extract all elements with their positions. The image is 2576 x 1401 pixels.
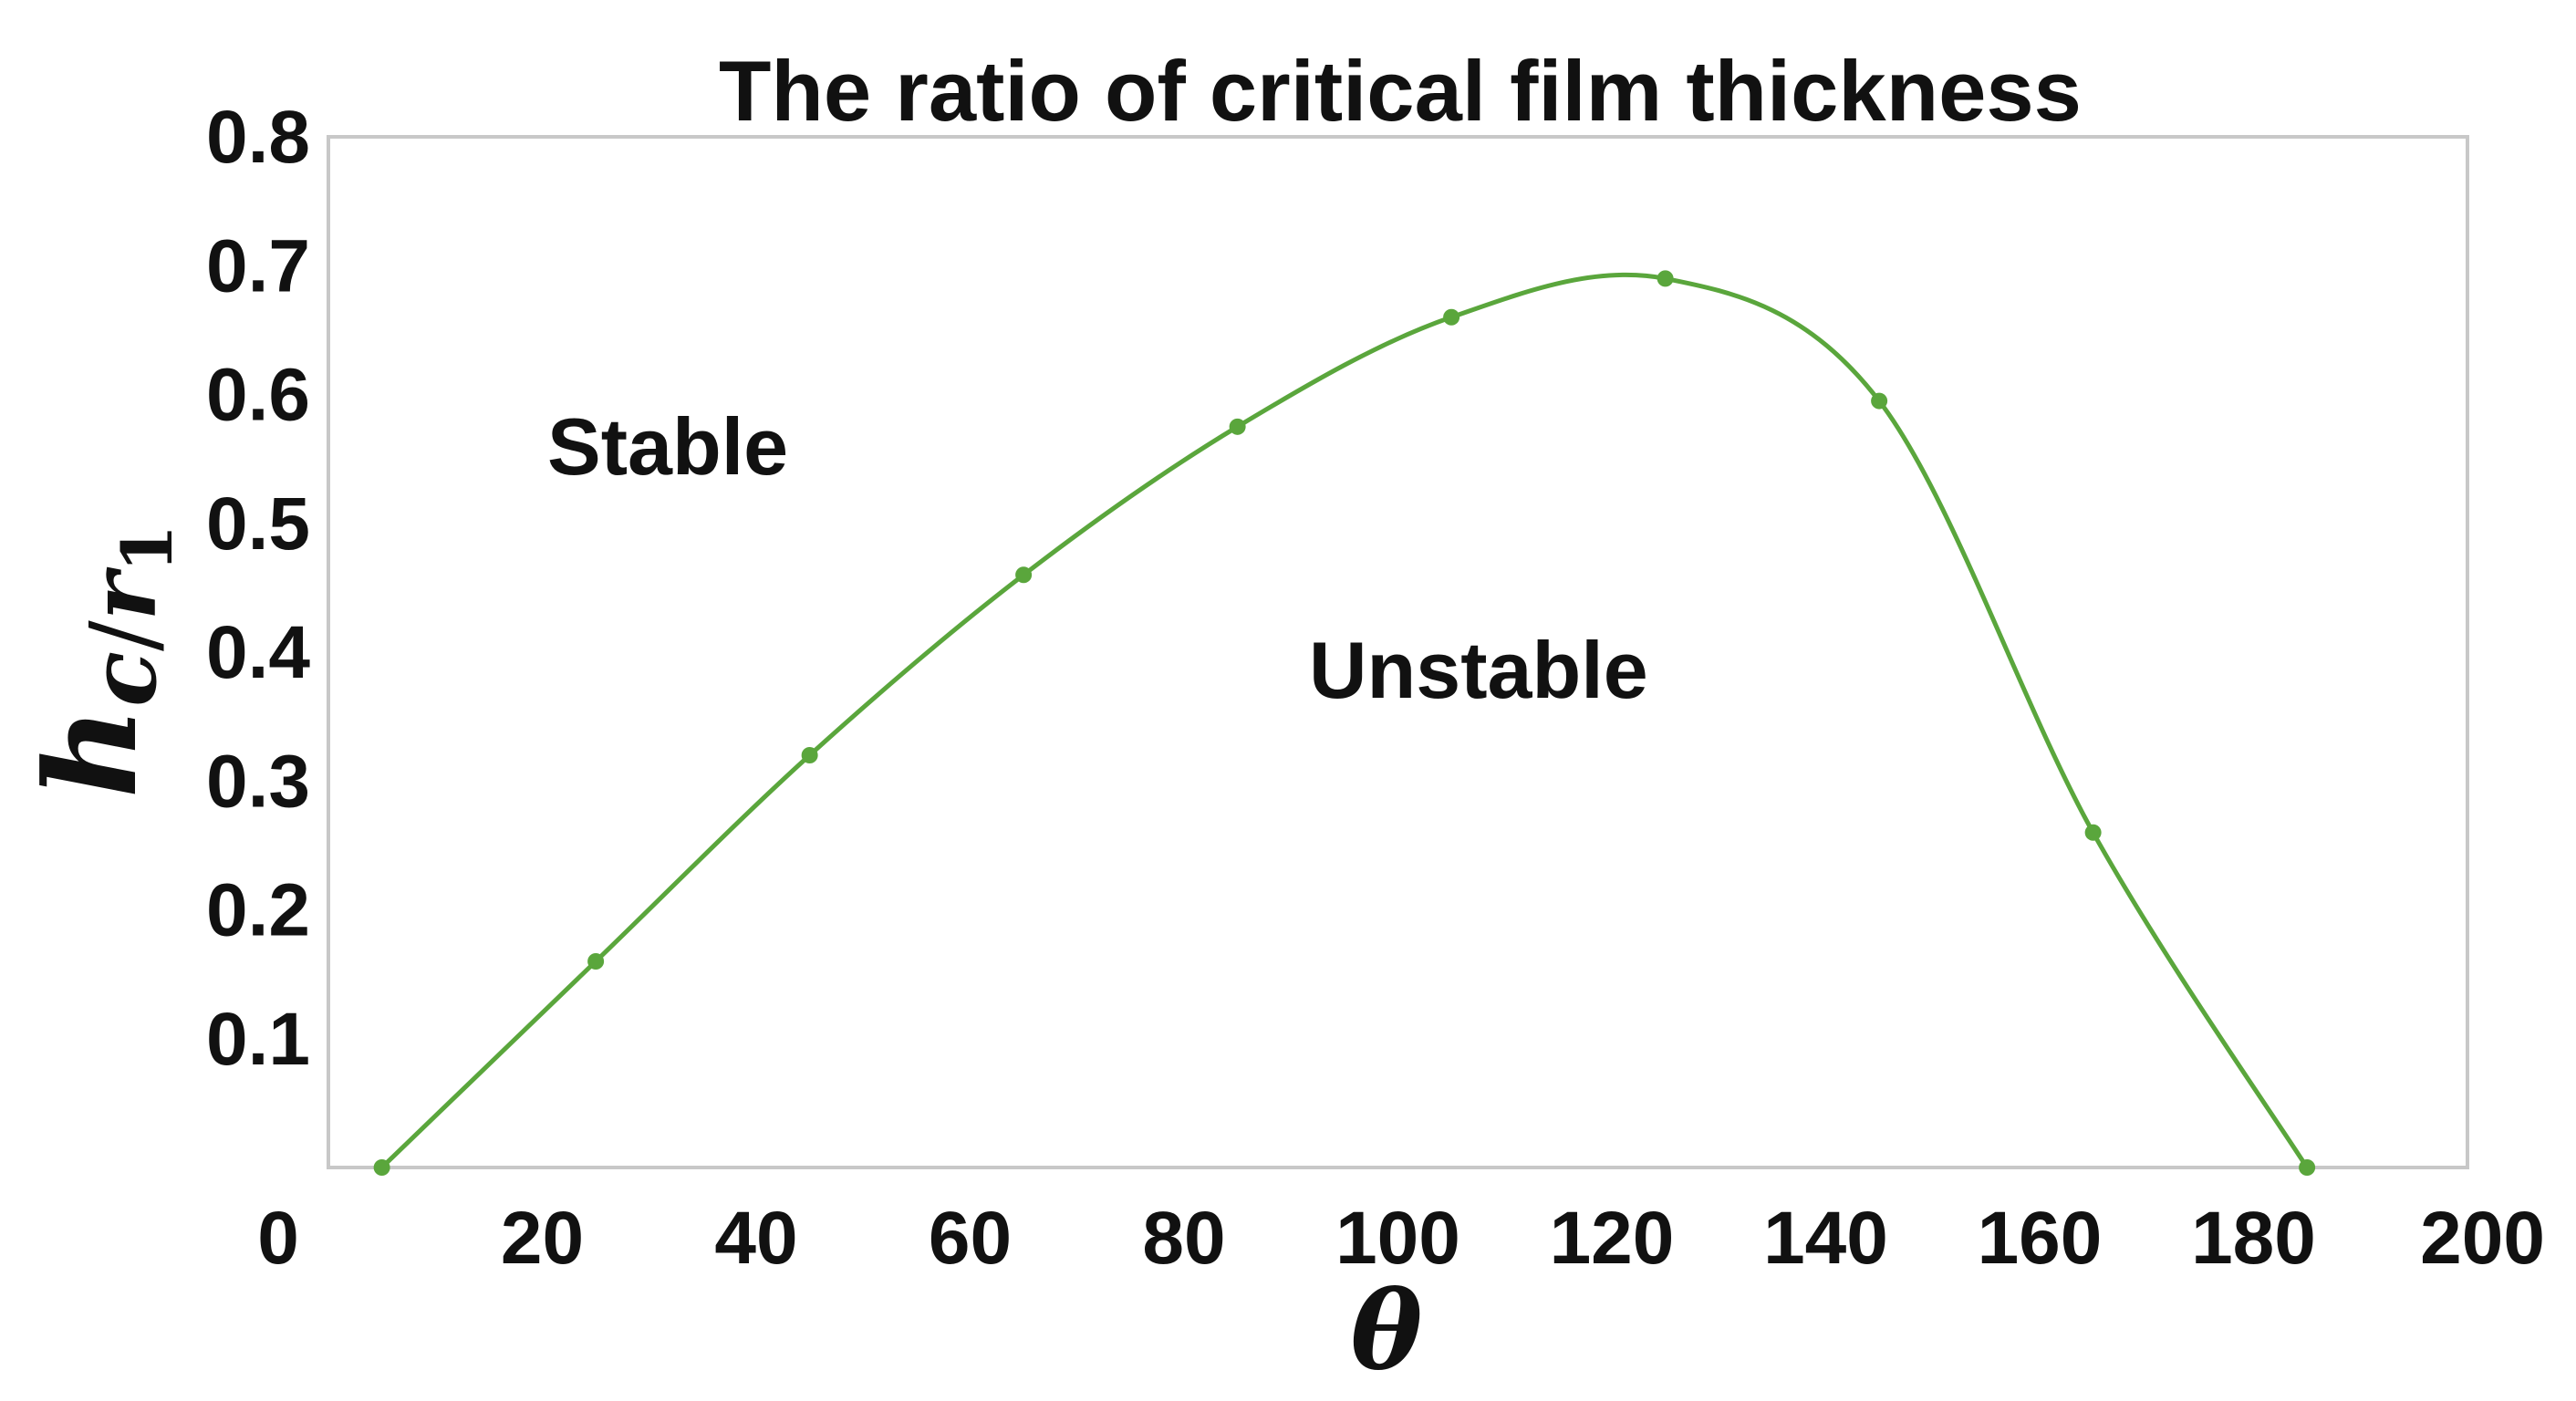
x-tick-labels: 0 20 40 60 80 100 120 140 160 180 200 xyxy=(257,1197,2545,1280)
y-axis-label-sub-num: c xyxy=(69,651,177,707)
y-axis-label-base: h xyxy=(16,707,165,798)
plot-frame xyxy=(327,135,2469,1169)
x-tick-label: 160 xyxy=(1978,1197,2103,1280)
annotation-unstable: Unstable xyxy=(1309,625,1648,715)
x-tick-label: 20 xyxy=(501,1197,584,1280)
x-tick-label: 120 xyxy=(1550,1197,1675,1280)
series-point xyxy=(2299,1159,2316,1176)
y-axis-label: hc/r1 xyxy=(16,524,188,799)
x-tick-label: 40 xyxy=(714,1197,797,1280)
series-points xyxy=(373,270,2316,1176)
y-tick-label: 0.5 xyxy=(206,483,310,566)
y-tick-label: 0.3 xyxy=(206,740,310,823)
series-point xyxy=(801,747,818,763)
x-tick-label: 0 xyxy=(257,1197,299,1280)
x-axis-label: θ xyxy=(1351,1267,1423,1394)
x-tick-label: 200 xyxy=(2420,1197,2545,1280)
series-point xyxy=(373,1159,390,1176)
x-tick-label: 80 xyxy=(1142,1197,1225,1280)
y-tick-label: 0.8 xyxy=(206,96,310,179)
series-point xyxy=(1443,308,1460,326)
y-tick-label: 0.4 xyxy=(206,611,310,694)
series-point xyxy=(1657,270,1674,287)
x-tick-label: 60 xyxy=(929,1197,1012,1280)
x-tick-label: 140 xyxy=(1763,1197,1888,1280)
x-tick-label: 100 xyxy=(1335,1197,1460,1280)
y-axis-label-sub-den: r xyxy=(69,566,177,620)
annotation-stable: Stable xyxy=(547,401,788,492)
series-point xyxy=(1229,418,1246,435)
y-tick-labels: 0.1 0.2 0.3 0.4 0.5 0.6 0.7 0.8 xyxy=(206,96,310,1081)
x-tick-label: 180 xyxy=(2191,1197,2316,1280)
series-point xyxy=(1871,392,1888,410)
y-axis-label-sub-sep: / xyxy=(70,620,177,651)
series-point xyxy=(2084,824,2102,841)
y-axis-label-sub-den-index: 1 xyxy=(107,524,188,573)
y-tick-label: 0.1 xyxy=(206,998,310,1081)
y-tick-label: 0.6 xyxy=(206,354,310,437)
y-tick-label: 0.7 xyxy=(206,224,310,307)
series-point xyxy=(1015,566,1033,584)
series-point xyxy=(587,953,605,970)
chart-title: The ratio of critical film thickness xyxy=(719,43,2082,139)
series-line xyxy=(379,272,2310,1169)
y-tick-label: 0.2 xyxy=(206,869,310,952)
